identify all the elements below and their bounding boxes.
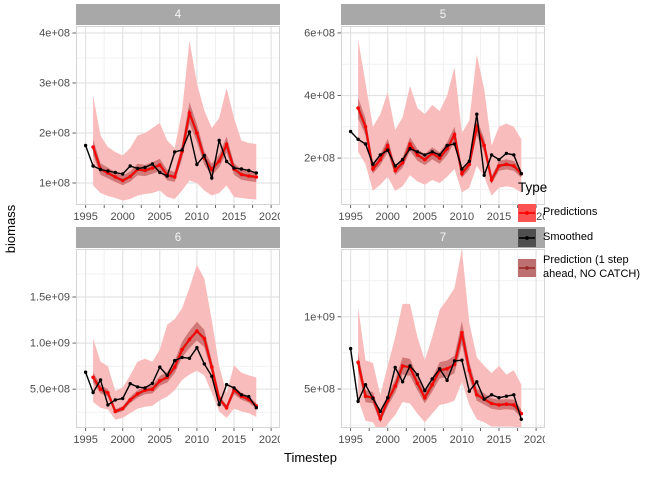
svg-text:1.5e+09: 1.5e+09 [30, 292, 70, 304]
facet-strip-5: 5 [341, 4, 545, 25]
facet-strip-4: 4 [76, 4, 280, 25]
facet-strip-label: 5 [439, 8, 447, 21]
smoothed-key-icon [518, 229, 536, 247]
svg-text:1.0e+09: 1.0e+09 [30, 338, 70, 350]
svg-text:4e+08: 4e+08 [304, 90, 335, 102]
svg-text:3e+08: 3e+08 [39, 78, 70, 90]
legend-title: Type [518, 180, 548, 195]
one-step-key-icon [518, 258, 536, 277]
svg-text:2000: 2000 [375, 434, 399, 446]
svg-text:2010: 2010 [185, 211, 209, 223]
legend-item-one-step: Prediction (1 step ahead, NO CATCH) [518, 254, 670, 282]
facet-strip-label: 6 [174, 231, 182, 244]
svg-text:5.0e+08: 5.0e+08 [30, 384, 70, 396]
facet-panel-7: 5e+08 1e+09 1995 2000 2005 2010 2015 2020 [295, 249, 548, 455]
svg-text:5e+08: 5e+08 [304, 384, 335, 396]
svg-text:2005: 2005 [148, 434, 172, 446]
svg-text:2015: 2015 [222, 211, 246, 223]
x-axis-title: Timestep [284, 450, 337, 465]
svg-text:2010: 2010 [450, 434, 474, 446]
svg-text:2000: 2000 [110, 211, 134, 223]
legend-item-smoothed: Smoothed [518, 229, 670, 247]
svg-text:2010: 2010 [450, 211, 474, 223]
svg-text:2015: 2015 [487, 211, 511, 223]
svg-text:2e+08: 2e+08 [304, 153, 335, 165]
legend: Type Predictions Smoothed Prediction (1 … [518, 180, 670, 289]
svg-text:1995: 1995 [73, 211, 97, 223]
svg-text:2010: 2010 [185, 434, 209, 446]
svg-text:2e+08: 2e+08 [39, 128, 70, 140]
svg-text:6e+08: 6e+08 [304, 27, 335, 39]
legend-item-label: Smoothed [543, 231, 594, 244]
svg-text:2005: 2005 [413, 434, 437, 446]
svg-text:2020: 2020 [259, 211, 280, 223]
svg-text:2005: 2005 [413, 211, 437, 223]
facet-strip-7: 7 [341, 227, 545, 248]
svg-text:2020: 2020 [259, 434, 280, 446]
y-axis-title: biomass [3, 204, 18, 254]
legend-item-predictions: Predictions [518, 204, 670, 222]
facet-panel-6: 5.0e+08 1.0e+09 1.5e+09 1995 2000 2005 2010 201… [30, 249, 283, 455]
facet-strip-label: 4 [174, 8, 182, 21]
svg-text:2000: 2000 [375, 211, 399, 223]
svg-text:1e+08: 1e+08 [39, 178, 70, 190]
svg-text:1995: 1995 [338, 434, 362, 446]
facet-strip-6: 6 [76, 227, 280, 248]
svg-text:4e+08: 4e+08 [39, 28, 70, 40]
svg-text:2020: 2020 [524, 434, 545, 446]
svg-text:2015: 2015 [222, 434, 246, 446]
legend-item-label: Prediction (1 step ahead, NO CATCH) [543, 254, 640, 280]
legend-item-label: Predictions [543, 206, 598, 219]
svg-text:2015: 2015 [487, 434, 511, 446]
svg-text:1e+09: 1e+09 [304, 311, 335, 323]
svg-text:2005: 2005 [148, 211, 172, 223]
svg-text:1995: 1995 [73, 434, 97, 446]
facet-panel-4: 1e+08 2e+08 3e+08 4e+08 1995 2000 2005 2010 2015… [30, 26, 283, 232]
svg-text:1995: 1995 [338, 211, 362, 223]
predictions-key-icon [518, 204, 536, 222]
svg-text:2000: 2000 [110, 434, 134, 446]
facet-strip-label: 7 [439, 231, 447, 244]
